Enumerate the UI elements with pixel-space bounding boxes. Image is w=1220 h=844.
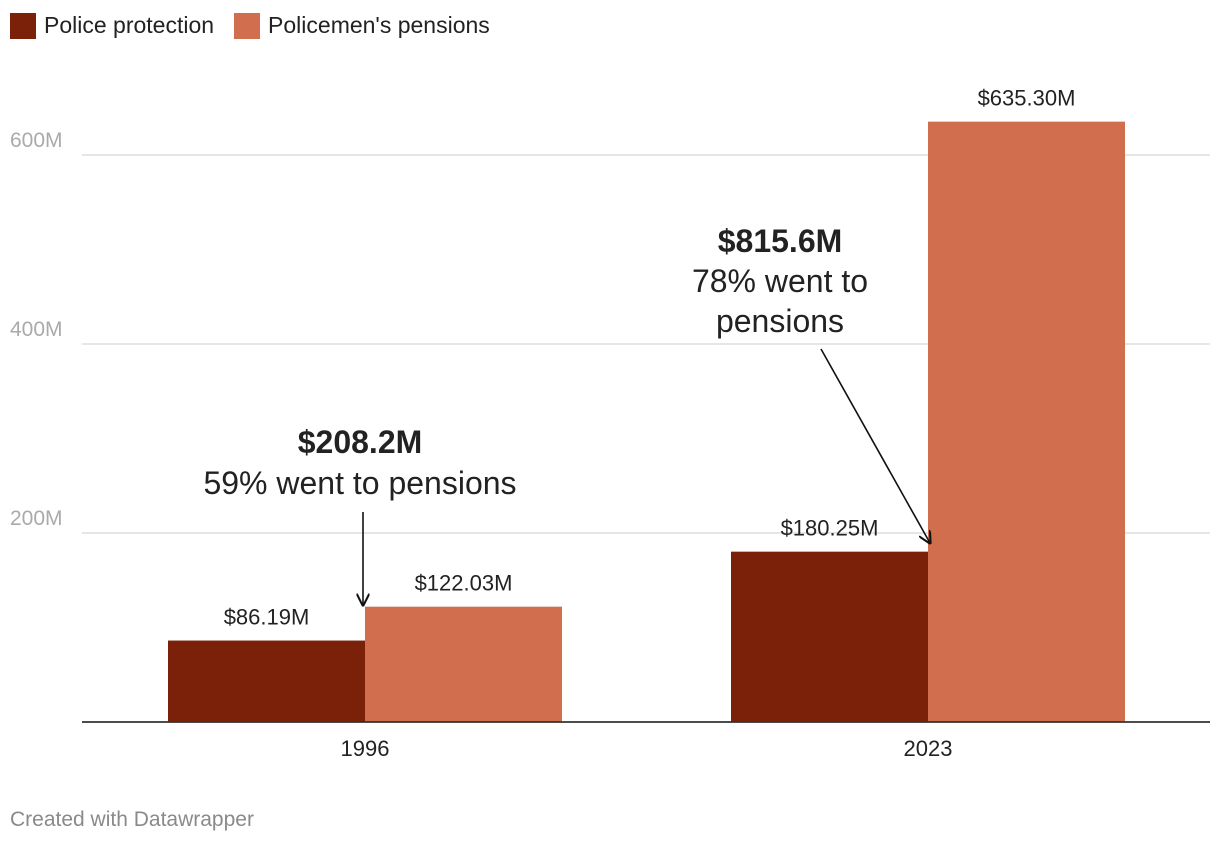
bar-2023-police-protection: [731, 551, 928, 722]
legend-label-police-protection: Police protection: [44, 12, 215, 38]
x-tick-label-1996: 1996: [341, 736, 390, 761]
legend-swatch-policemens-pensions: [234, 12, 261, 39]
y-tick-label-400M: 400M: [10, 318, 63, 341]
bar-1996-police-protection: [168, 640, 365, 722]
bar-2023-pensions: [928, 121, 1125, 723]
bar-chart: 200M 400M 600M $86.19M $122.03M 1996 $180.25M $…: [10, 86, 1210, 761]
legend-swatch-police-protection: [10, 12, 36, 39]
legend-item-policemens-pensions: Policemen's pensions: [234, 12, 490, 39]
footer-credit: Created with Datawrapper: [10, 808, 254, 831]
bar-value-label-1996-pensions: $122.03M: [415, 571, 513, 596]
legend-item-police-protection: Police protection: [10, 12, 214, 39]
annotation-text-1996-line-1: 59% went to pensions: [203, 465, 516, 501]
bar-1996-pensions: [365, 606, 562, 722]
annotation-total-1996: $208.2M: [298, 424, 423, 460]
y-tick-label-600M: 600M: [10, 129, 63, 152]
annotation-text-2023-line-1: 78% went to: [692, 263, 868, 299]
x-tick-label-2023: 2023: [904, 736, 953, 761]
bar-value-label-2023-pensions: $635.30M: [978, 86, 1076, 111]
annotation-arrow-2023: [820, 348, 930, 543]
y-tick-label-200M: 200M: [10, 507, 63, 530]
bar-value-label-2023-police-protection: $180.25M: [781, 516, 879, 541]
annotation-text-2023-line-2: pensions: [716, 303, 844, 339]
bar-value-label-1996-police-protection: $86.19M: [224, 605, 310, 630]
chart-legend: Police protection Policemen's pensions: [10, 12, 490, 39]
legend-label-policemens-pensions: Policemen's pensions: [268, 12, 490, 38]
annotation-total-2023: $815.6M: [718, 223, 843, 259]
